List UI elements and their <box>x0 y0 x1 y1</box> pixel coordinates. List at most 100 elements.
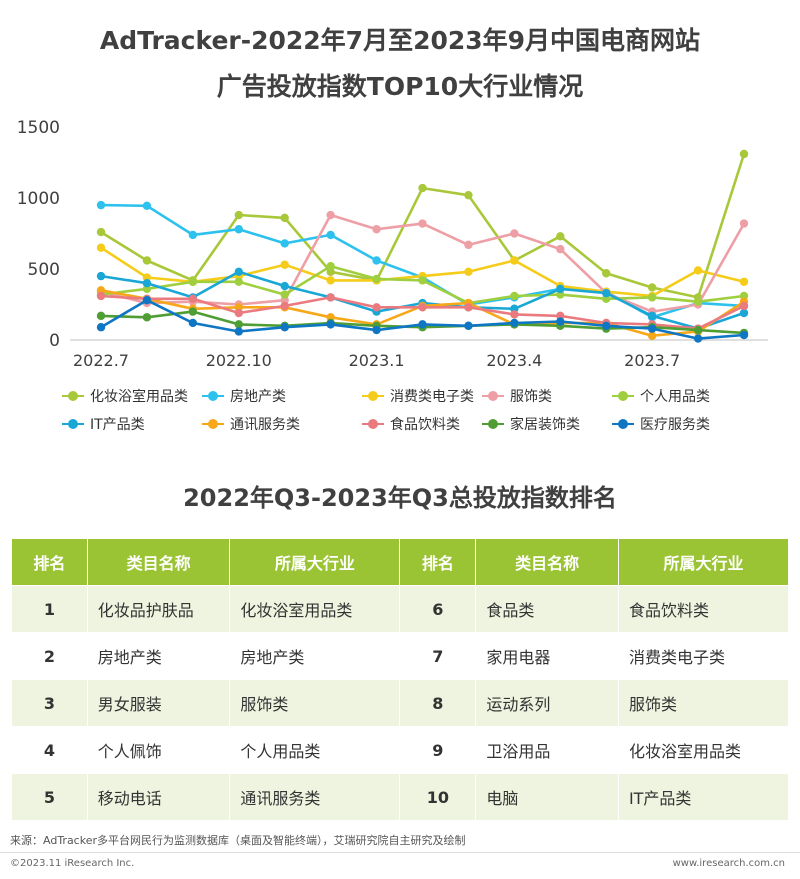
header-industry: 所属大行业 <box>229 538 401 586</box>
legend-item: IT产品类 <box>62 414 145 434</box>
rank-cell: 6 <box>399 585 477 633</box>
rank-cell: 2 <box>11 632 88 680</box>
legend-label: 服饰类 <box>510 389 552 405</box>
rank-cell: 9 <box>399 726 477 774</box>
data-point <box>372 325 381 335</box>
table-title: 2022年Q3-2023年Q3总投放指数排名 <box>183 484 617 512</box>
legend-item: 通讯服务类 <box>202 414 300 434</box>
y-tick-label: 500 <box>28 260 60 280</box>
data-point <box>693 297 703 306</box>
y-tick-label: 0 <box>49 331 60 351</box>
legend-label: 消费类电子类 <box>390 389 474 405</box>
legend-item: 个人用品类 <box>612 386 710 406</box>
data-point <box>372 303 381 312</box>
data-point <box>96 323 106 332</box>
data-point <box>464 267 473 277</box>
category-cell: 运动系列 <box>475 679 619 727</box>
table-row: 4 个人佩饰 个人用品类 9 卫浴用品 化妆浴室用品类 <box>11 726 790 774</box>
data-point <box>142 279 152 288</box>
industry-cell: 服饰类 <box>617 679 790 727</box>
footer-divider <box>0 852 800 853</box>
data-point <box>142 256 152 265</box>
data-point <box>234 277 243 286</box>
rank-cell: 7 <box>399 632 477 680</box>
category-cell: 房地产类 <box>86 632 231 680</box>
data-point <box>96 200 106 210</box>
category-cell: 卫浴用品 <box>475 726 619 774</box>
data-point <box>96 243 106 252</box>
legend-swatch <box>62 417 84 431</box>
legend-swatch <box>482 417 504 431</box>
data-point <box>234 320 243 329</box>
data-point <box>234 210 243 220</box>
header-rank: 排名 <box>11 538 88 586</box>
data-point <box>510 256 519 265</box>
ranking-table: 排名 类目名称 所属大行业 排名 类目名称 所属大行业 1 化妆品护肤品 化妆浴室用… <box>11 538 790 821</box>
industry-cell: 消费类电子类 <box>617 632 790 680</box>
legend-swatch <box>612 389 634 403</box>
rank-cell: 4 <box>11 726 88 774</box>
data-point <box>234 308 243 318</box>
data-point <box>556 244 565 254</box>
industry-cell: 个人用品类 <box>229 726 401 774</box>
data-point <box>418 183 427 193</box>
y-tick-label: 1000 <box>17 189 60 209</box>
table-row: 2 房地产类 房地产类 7 家用电器 消费类电子类 <box>11 632 790 680</box>
data-point <box>372 225 381 234</box>
legend-swatch <box>362 389 384 403</box>
x-tick-label: 2023.7 <box>624 351 680 370</box>
data-point <box>418 303 427 312</box>
data-point <box>464 303 473 312</box>
chart-title-line1: AdTracker-2022年7月至2023年9月中国电商网站 <box>99 26 701 55</box>
data-point <box>556 232 565 241</box>
data-point <box>739 301 749 311</box>
data-point <box>418 219 427 228</box>
data-point <box>142 296 152 305</box>
legend-label: 通讯服务类 <box>230 417 300 433</box>
table-header-row: 排名 类目名称 所属大行业 排名 类目名称 所属大行业 <box>11 538 790 586</box>
data-point <box>326 276 335 285</box>
data-point <box>142 313 152 322</box>
header-category: 类目名称 <box>86 538 231 586</box>
category-cell: 食品类 <box>475 585 619 633</box>
data-point <box>280 290 289 299</box>
x-tick-label: 2023.4 <box>486 351 542 370</box>
legend-swatch <box>362 417 384 431</box>
header-category: 类目名称 <box>475 538 619 586</box>
rank-cell: 10 <box>399 773 477 821</box>
series-2 <box>96 243 749 301</box>
data-point <box>418 276 427 285</box>
data-point <box>693 266 703 275</box>
x-tick-label: 2023.1 <box>349 351 405 370</box>
data-point <box>510 318 519 328</box>
rank-cell: 1 <box>11 585 88 633</box>
data-point <box>739 219 749 228</box>
rank-cell: 8 <box>399 679 477 727</box>
legend-swatch <box>62 389 84 403</box>
data-point <box>188 294 198 304</box>
data-point <box>647 293 657 302</box>
legend-swatch <box>202 417 224 431</box>
category-cell: 男女服装 <box>86 679 231 727</box>
data-point <box>602 288 611 298</box>
data-point <box>280 239 289 248</box>
data-point <box>510 310 519 319</box>
industry-cell: 房地产类 <box>229 632 401 680</box>
industry-cell: 通讯服务类 <box>229 773 401 821</box>
rank-cell: 3 <box>11 679 88 727</box>
legend-item: 消费类电子类 <box>362 386 474 406</box>
rank-cell: 5 <box>11 773 88 821</box>
legend-item: 房地产类 <box>202 386 286 406</box>
legend-label: 食品饮料类 <box>390 417 460 433</box>
header-rank: 排名 <box>399 538 477 586</box>
data-point <box>647 283 657 292</box>
data-point <box>280 323 289 332</box>
legend-item: 服饰类 <box>482 386 552 406</box>
table-row: 5 移动电话 通讯服务类 10 电脑 IT产品类 <box>11 773 790 821</box>
data-point <box>556 317 565 326</box>
legend-item: 食品饮料类 <box>362 414 460 434</box>
data-point <box>556 284 565 294</box>
data-point <box>326 293 335 302</box>
website: www.iresearch.com.cn <box>672 858 785 869</box>
data-point <box>326 320 335 329</box>
